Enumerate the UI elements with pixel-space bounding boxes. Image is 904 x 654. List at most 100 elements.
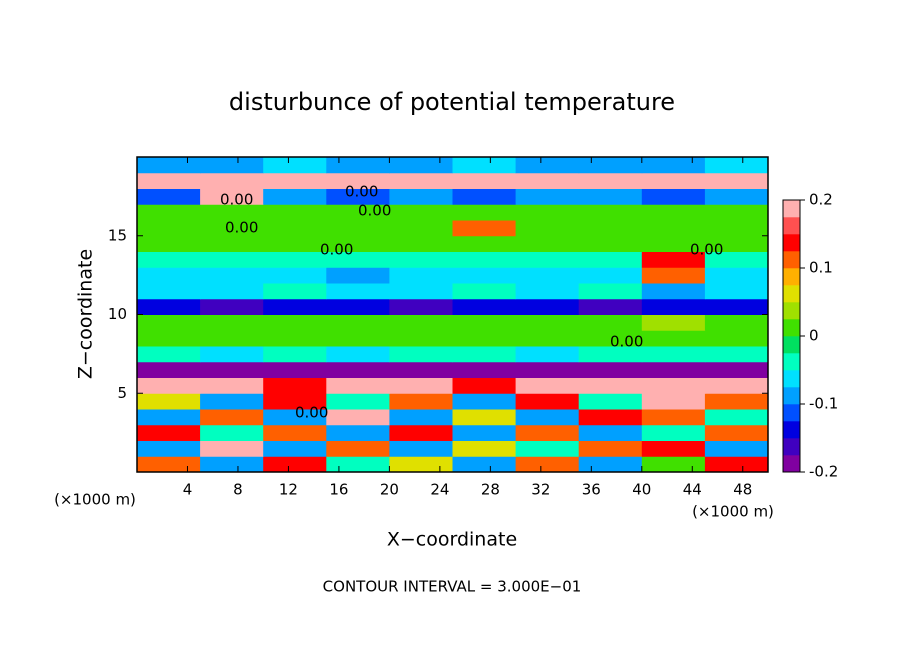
cell: [704, 267, 769, 284]
contour-label: 0.00: [320, 241, 353, 259]
cell: [704, 283, 769, 300]
cell: [452, 314, 517, 331]
cell: [641, 330, 706, 347]
y-tick-label: 5: [117, 384, 127, 402]
cell: [452, 283, 517, 300]
cell: [641, 314, 706, 331]
cell: [389, 172, 453, 189]
cell: [704, 251, 769, 268]
cell: [704, 157, 769, 174]
colorbar-segment: [783, 285, 800, 303]
cell: [137, 409, 201, 426]
contour-label: 0.00: [690, 241, 723, 259]
cell: [515, 188, 580, 205]
cell: [326, 393, 390, 410]
cell: [137, 377, 201, 394]
cell: [326, 361, 390, 378]
cell: [137, 235, 201, 252]
cell: [578, 204, 643, 221]
x-tick-label: 40: [632, 481, 651, 499]
cell: [578, 440, 643, 457]
cell: [137, 393, 201, 410]
cell: [389, 456, 453, 473]
cell: [137, 456, 201, 473]
cell: [452, 424, 517, 441]
cell: [200, 361, 264, 378]
cell: [452, 235, 517, 252]
cell: [578, 330, 643, 347]
colorbar-tick-label: -0.1: [809, 395, 838, 413]
cell: [326, 235, 390, 252]
cell: [263, 204, 327, 221]
cell: [326, 440, 390, 457]
cell: [641, 267, 706, 284]
x-tick-label: 24: [430, 481, 449, 499]
cell: [326, 424, 390, 441]
cell: [641, 456, 706, 473]
cell: [704, 377, 769, 394]
cell: [200, 424, 264, 441]
contour-label: 0.00: [358, 202, 391, 220]
contour-label: 0.00: [345, 183, 378, 201]
cell: [452, 267, 517, 284]
cell: [263, 393, 327, 410]
cell: [200, 204, 264, 221]
cell: [389, 330, 453, 347]
cell: [452, 330, 517, 347]
cell: [389, 409, 453, 426]
cell: [515, 377, 580, 394]
cell: [641, 440, 706, 457]
x-tick-label: 4: [183, 481, 193, 499]
x-tick-label: 8: [233, 481, 243, 499]
colorbar-segment: [783, 336, 800, 354]
cell: [263, 440, 327, 457]
cell: [452, 220, 517, 237]
footer: CONTOUR INTERVAL = 3.000E−01: [323, 578, 582, 596]
cell: [389, 204, 453, 221]
cell: [389, 314, 453, 331]
cell: [137, 188, 201, 205]
cell: [137, 172, 201, 189]
x-unit: (×1000 m): [54, 491, 136, 509]
contour-label: 0.00: [220, 191, 253, 209]
chart-title: disturbunce of potential temperature: [229, 88, 675, 116]
colorbar-tick-label: 0.1: [809, 259, 833, 277]
cell: [200, 346, 264, 363]
cell: [452, 157, 517, 174]
cell: [389, 440, 453, 457]
cell: [704, 235, 769, 252]
cell: [389, 361, 453, 378]
cell: [704, 204, 769, 221]
cell: [263, 330, 327, 347]
cell: [200, 377, 264, 394]
colorbar-segment: [783, 438, 800, 456]
cell: [452, 361, 517, 378]
colorbar-segment: [783, 217, 800, 235]
cell: [515, 157, 580, 174]
cell: [200, 251, 264, 268]
cell: [137, 346, 201, 363]
cell: [200, 393, 264, 410]
cell: [389, 251, 453, 268]
contour-label: 0.00: [225, 219, 258, 237]
cell: [200, 409, 264, 426]
cell: [578, 361, 643, 378]
cell: [452, 409, 517, 426]
cell: [200, 157, 264, 174]
cell: [263, 251, 327, 268]
cell: [137, 440, 201, 457]
cell: [137, 298, 201, 315]
colorbar-segment: [783, 234, 800, 252]
cell: [137, 220, 201, 237]
x-tick-label: 48: [733, 481, 752, 499]
cell: [326, 204, 390, 221]
cell: [263, 361, 327, 378]
cell: [326, 409, 390, 426]
cell: [137, 157, 201, 174]
cell: [515, 204, 580, 221]
cell: [137, 267, 201, 284]
cell: [389, 283, 453, 300]
colorbar-segment: [783, 421, 800, 439]
colorbar-tick-label: 0.2: [809, 191, 833, 209]
cell: [515, 424, 580, 441]
